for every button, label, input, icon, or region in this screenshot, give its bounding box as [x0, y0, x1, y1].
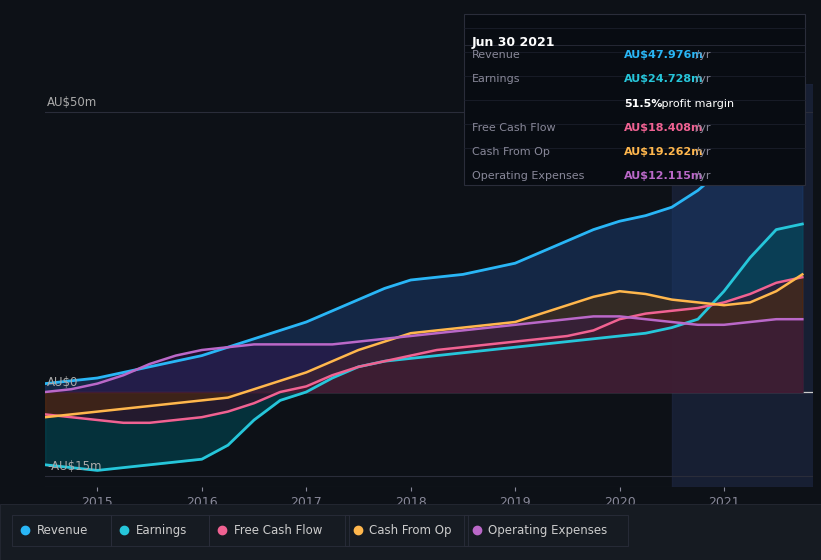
Text: AU$19.262m: AU$19.262m	[624, 147, 704, 157]
Text: Operating Expenses: Operating Expenses	[472, 171, 585, 181]
Text: profit margin: profit margin	[658, 99, 735, 109]
Text: /yr: /yr	[692, 147, 711, 157]
Text: AU$47.976m: AU$47.976m	[624, 50, 704, 60]
Text: Earnings: Earnings	[472, 74, 521, 85]
Text: AU$12.115m: AU$12.115m	[624, 171, 704, 181]
Text: Jun 30 2021: Jun 30 2021	[472, 36, 556, 49]
Text: Free Cash Flow: Free Cash Flow	[472, 123, 556, 133]
Text: /yr: /yr	[692, 74, 711, 85]
Text: Operating Expenses: Operating Expenses	[488, 524, 608, 537]
Text: /yr: /yr	[692, 171, 711, 181]
Text: AU$24.728m: AU$24.728m	[624, 74, 704, 85]
Bar	[672, 84, 813, 487]
Text: /yr: /yr	[692, 50, 711, 60]
Text: Free Cash Flow: Free Cash Flow	[234, 524, 323, 537]
Text: Earnings: Earnings	[135, 524, 187, 537]
Text: -AU$15m: -AU$15m	[48, 460, 102, 473]
Text: Cash From Op: Cash From Op	[472, 147, 550, 157]
Text: Revenue: Revenue	[472, 50, 521, 60]
Text: AU$0: AU$0	[48, 376, 79, 389]
Text: Revenue: Revenue	[37, 524, 89, 537]
Text: 51.5%: 51.5%	[624, 99, 663, 109]
Text: AU$50m: AU$50m	[48, 96, 98, 109]
Text: AU$18.408m: AU$18.408m	[624, 123, 704, 133]
Text: Cash From Op: Cash From Op	[369, 524, 452, 537]
Text: /yr: /yr	[692, 123, 711, 133]
